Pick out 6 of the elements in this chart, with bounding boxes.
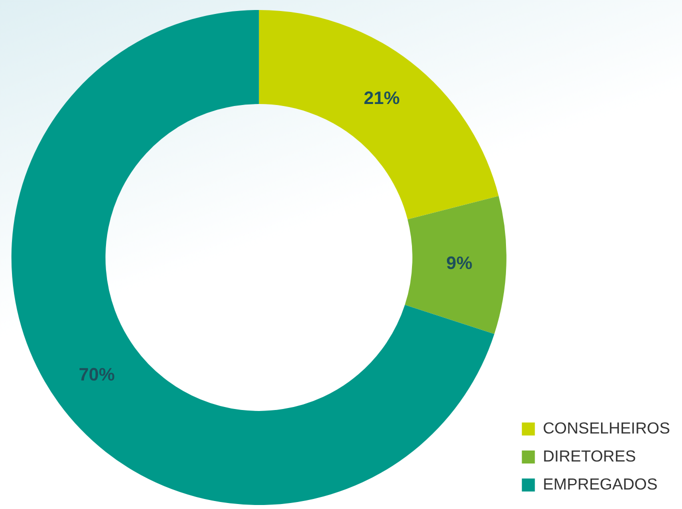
legend-label: CONSELHEIROS	[542, 420, 670, 438]
legend-label: DIRETORES	[542, 448, 636, 466]
legend-label: EMPREGADOS	[542, 476, 658, 494]
data-label: 70%	[78, 364, 115, 384]
data-label: 9%	[446, 252, 472, 273]
data-label: 21%	[364, 88, 400, 108]
